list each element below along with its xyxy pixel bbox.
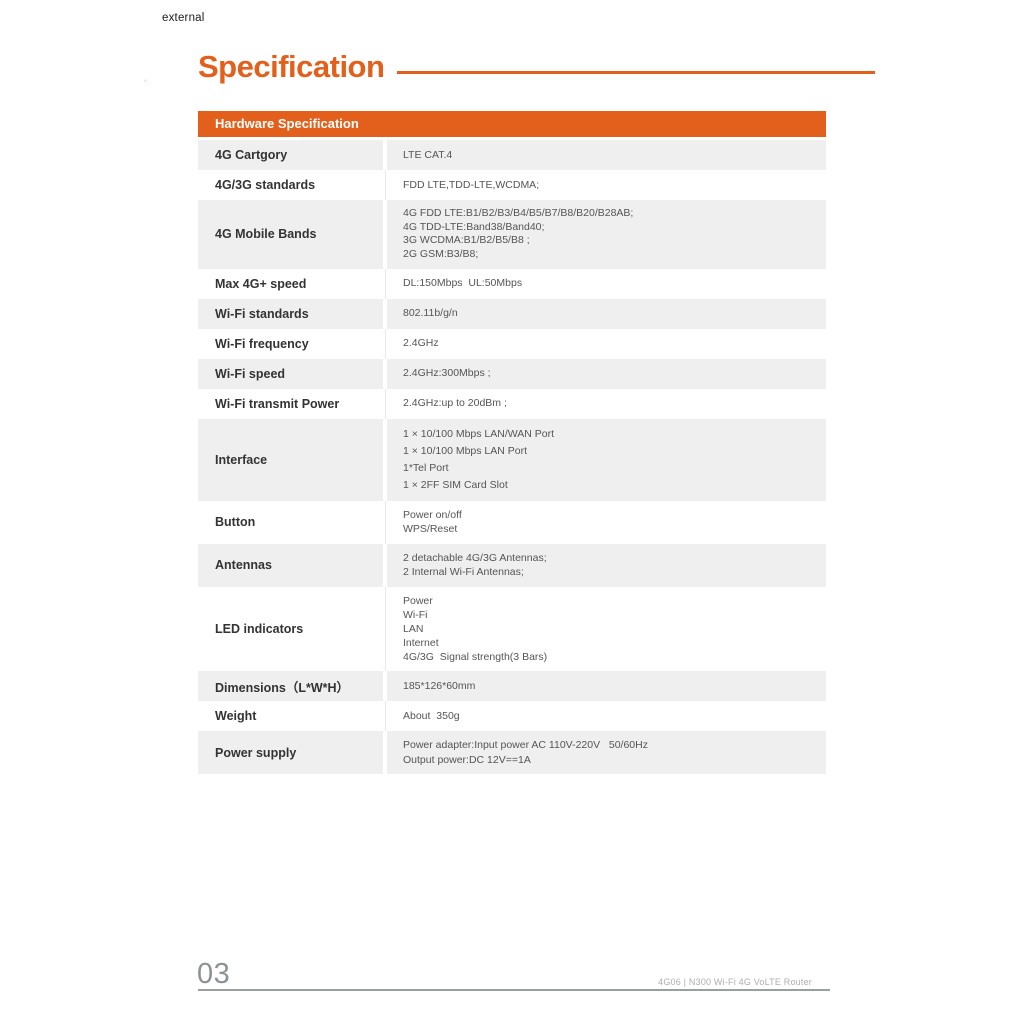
spec-label: Wi-Fi standards (198, 298, 383, 329)
page-number: 03 (197, 958, 231, 990)
spec-label: 4G/3G standards (198, 170, 383, 200)
spec-value: DL:150Mbps UL:50Mbps (387, 268, 826, 299)
column-divider (383, 418, 387, 501)
spec-label: Dimensions（L*W*H） (198, 671, 383, 702)
spec-label: Weight (198, 701, 383, 732)
column-divider (383, 701, 387, 732)
spec-label: Power supply (198, 731, 383, 775)
spec-row: Interface 1 × 10/100 Mbps LAN/WAN Port 1… (198, 418, 826, 501)
spec-row: Wi-Fi frequency 2.4GHz (198, 328, 826, 359)
spec-row: 4G/3G standards FDD LTE,TDD-LTE,WCDMA; (198, 170, 826, 200)
doc-label: 4G06 | N300 Wi-Fi 4G VoLTE Router (658, 977, 812, 987)
spec-label: 4G Cartgory (198, 140, 383, 170)
column-divider (383, 328, 387, 359)
column-divider (383, 268, 387, 299)
spec-row: Weight About 350g (198, 701, 826, 732)
spec-row: Power supply Power adapter:Input power A… (198, 731, 826, 775)
page-title: Specification (198, 49, 385, 84)
spec-row: Wi-Fi transmit Power 2.4GHz:up to 20dBm … (198, 388, 826, 419)
spec-value: 2 detachable 4G/3G Antennas; 2 Internal … (387, 543, 826, 587)
title-row: Specification (198, 49, 875, 84)
spec-label: Wi-Fi frequency (198, 328, 383, 359)
corner-label: external (162, 12, 205, 24)
column-divider (383, 140, 387, 170)
column-divider (383, 200, 387, 269)
spec-value: FDD LTE,TDD-LTE,WCDMA; (387, 170, 826, 200)
title-rule (397, 70, 875, 74)
spec-label: LED indicators (198, 586, 383, 672)
spec-value: 802.11b/g/n (387, 298, 826, 329)
spec-row: Wi-Fi speed 2.4GHz:300Mbps ; (198, 358, 826, 389)
table-header: Hardware Specification (198, 111, 826, 137)
spec-value: 1 × 10/100 Mbps LAN/WAN Port 1 × 10/100 … (387, 418, 826, 501)
spec-label: Max 4G+ speed (198, 268, 383, 299)
spec-row: Max 4G+ speed DL:150Mbps UL:50Mbps (198, 268, 826, 299)
column-divider (383, 358, 387, 389)
spec-label: Wi-Fi speed (198, 358, 383, 389)
spec-value: 185*126*60mm (387, 671, 826, 702)
spec-value: 2.4GHz (387, 328, 826, 359)
column-divider (383, 543, 387, 587)
spec-row: Antennas 2 detachable 4G/3G Antennas; 2 … (198, 543, 826, 587)
column-divider (383, 298, 387, 329)
spec-value: LTE CAT.4 (387, 140, 826, 170)
spec-label: Interface (198, 418, 383, 501)
spec-value: About 350g (387, 701, 826, 732)
spec-row: Button Power on/off WPS/Reset (198, 500, 826, 544)
spec-row: 4G Mobile Bands 4G FDD LTE:B1/B2/B3/B4/B… (198, 200, 826, 269)
spec-label: Wi-Fi transmit Power (198, 388, 383, 419)
spec-label: Button (198, 500, 383, 544)
spec-value: 4G FDD LTE:B1/B2/B3/B4/B5/B7/B8/B20/B28A… (387, 200, 826, 269)
spec-row: Wi-Fi standards 802.11b/g/n (198, 298, 826, 329)
spec-value: 2.4GHz:up to 20dBm ; (387, 388, 826, 419)
stray-mark: + (141, 75, 150, 87)
spec-value: Power on/off WPS/Reset (387, 500, 826, 544)
column-divider (383, 170, 387, 200)
column-divider (383, 731, 387, 775)
spec-value: Power Wi-Fi LAN Internet 4G/3G Signal st… (387, 586, 826, 672)
spec-row: Dimensions（L*W*H） 185*126*60mm (198, 671, 826, 702)
footer-rule (198, 989, 830, 991)
column-divider (383, 671, 387, 702)
spec-row: LED indicators Power Wi-Fi LAN Internet … (198, 586, 826, 672)
spec-value: 2.4GHz:300Mbps ; (387, 358, 826, 389)
column-divider (383, 586, 387, 672)
hardware-spec-table: Hardware Specification 4G Cartgory LTE C… (198, 111, 826, 775)
column-divider (383, 388, 387, 419)
spec-label: 4G Mobile Bands (198, 200, 383, 269)
spec-label: Antennas (198, 543, 383, 587)
spec-value: Power adapter:Input power AC 110V-220V 5… (387, 731, 826, 775)
spec-rows: 4G Cartgory LTE CAT.4 4G/3G standards FD… (198, 140, 826, 775)
column-divider (383, 500, 387, 544)
spec-row: 4G Cartgory LTE CAT.4 (198, 140, 826, 170)
